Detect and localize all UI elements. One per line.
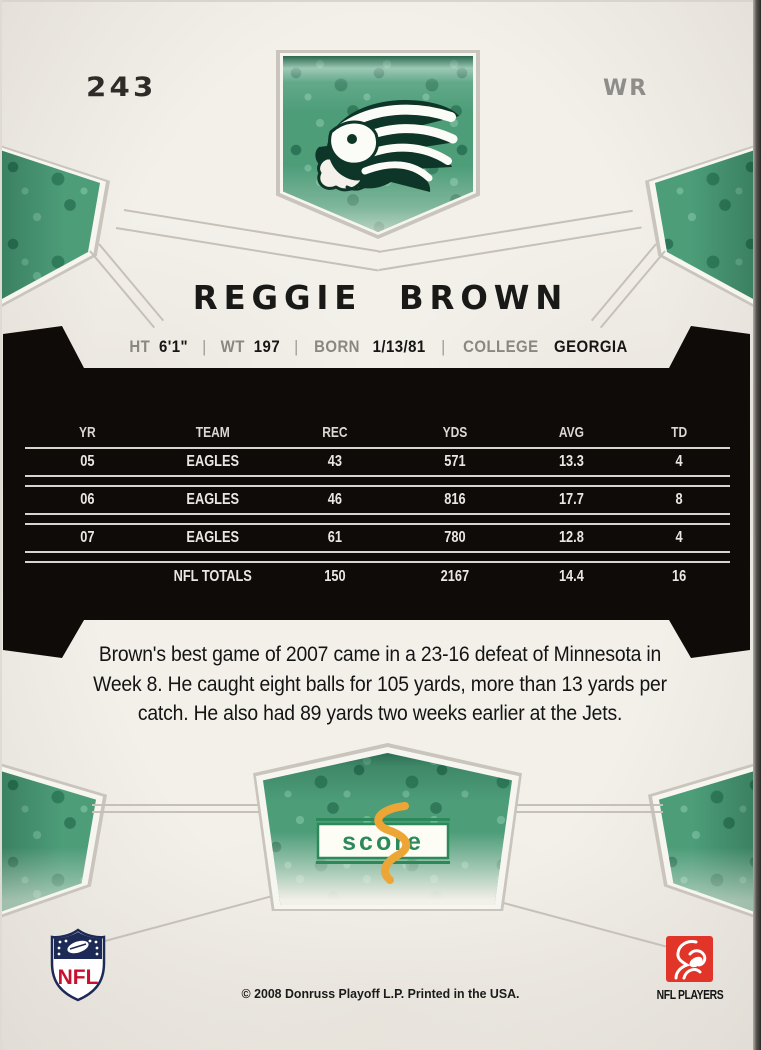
stats-header-cell: REC xyxy=(322,424,348,441)
stats-header: YR TEAM REC YDS AVG TD xyxy=(25,418,730,447)
bevel-line xyxy=(92,804,262,806)
bio-separator: | xyxy=(202,337,207,356)
bevel-line xyxy=(493,804,663,806)
bio-separator: | xyxy=(441,337,446,356)
stats-cell: 4 xyxy=(675,453,683,470)
stats-cell: 12.8 xyxy=(558,529,584,546)
eagles-logo-icon xyxy=(315,100,459,192)
bevel-line xyxy=(493,811,663,813)
player-name: REGGIE BROWN xyxy=(192,278,569,317)
nfl-players-icon xyxy=(666,936,713,982)
stats-cell: 4 xyxy=(675,529,683,546)
table-divider xyxy=(25,447,730,449)
table-divider xyxy=(25,513,730,525)
table-divider xyxy=(25,551,730,563)
bio-ht-label: HT xyxy=(129,337,151,356)
stats-cell: 06 xyxy=(80,491,95,508)
bio-college-value: GEORGIA xyxy=(554,337,628,356)
bio-wt-value: 197 xyxy=(253,337,281,356)
stats-totals-cell: 150 xyxy=(324,568,346,585)
copyright-line: © 2008 Donruss Playoff L.P. Printed in t… xyxy=(241,986,520,1001)
stats-cell: EAGLES xyxy=(186,529,239,546)
bio-separator: | xyxy=(294,337,299,356)
stats-cell: 816 xyxy=(444,491,466,508)
stats-header-cell: YDS xyxy=(442,424,468,441)
stats-cell: 05 xyxy=(80,453,95,470)
bio-ht-value: 6'1" xyxy=(158,337,189,356)
stats-cell: 13.3 xyxy=(558,453,584,470)
bio-born-label: BORN xyxy=(314,337,361,356)
score-logo-text: score xyxy=(342,828,424,856)
stats-cell: 61 xyxy=(328,529,343,546)
bio-college-label: COLLEGE xyxy=(463,337,539,356)
position-label: WR xyxy=(603,76,649,101)
stats-cell: 17.7 xyxy=(558,491,584,508)
stats-cell: 571 xyxy=(444,453,466,470)
card-edge-left xyxy=(0,0,2,1050)
stats-header-cell: AVG xyxy=(558,424,584,441)
stats-cell: 8 xyxy=(675,491,683,508)
bio-line: HT 6'1" | WT 197 | BORN 1/13/81 | COLLEG… xyxy=(0,337,761,357)
card-number: 243 xyxy=(86,72,157,103)
stats-cell: 07 xyxy=(80,529,95,546)
bio-born-value: 1/13/81 xyxy=(372,337,426,356)
stats-totals-cell: 2167 xyxy=(440,568,470,585)
nfl-shield-icon: NFL xyxy=(50,928,106,1002)
card-edge-top xyxy=(0,0,761,2)
stats-header-cell: TD xyxy=(670,424,687,441)
stats-row: 05 EAGLES 43 571 13.3 4 xyxy=(25,449,730,475)
stats-totals-row: NFL TOTALS 150 2167 14.4 16 xyxy=(25,563,730,591)
stats-totals-cell: 14.4 xyxy=(558,568,584,585)
stats-cell: EAGLES xyxy=(186,491,239,508)
stats-row: 06 EAGLES 46 816 17.7 8 xyxy=(25,487,730,513)
bio-wt-label: WT xyxy=(221,337,246,356)
stats-header-cell: TEAM xyxy=(195,424,230,441)
stats-table: YR TEAM REC YDS AVG TD 05 EAGLES 43 571 13.3 4 06 EA… xyxy=(25,418,730,591)
stats-header-cell: YR xyxy=(79,424,96,441)
stats-row: 07 EAGLES 61 780 12.8 4 xyxy=(25,525,730,551)
highlight-note: Brown's best game of 2007 came in a 23-1… xyxy=(93,642,667,725)
nfl-shield-label: NFL xyxy=(58,966,99,989)
bevel-line xyxy=(92,811,262,813)
score-logo-icon: score xyxy=(316,802,450,884)
stats-cell: 43 xyxy=(328,453,343,470)
table-divider xyxy=(25,475,730,487)
stats-cell: 46 xyxy=(328,491,343,508)
stats-totals-cell: NFL TOTALS xyxy=(173,568,252,585)
stats-cell: 780 xyxy=(444,529,466,546)
stats-totals-cell: 16 xyxy=(671,568,686,585)
stats-cell: EAGLES xyxy=(186,453,239,470)
card-edge-right xyxy=(753,0,761,1050)
nfl-players-label: NFL PLAYERS xyxy=(656,987,724,1002)
